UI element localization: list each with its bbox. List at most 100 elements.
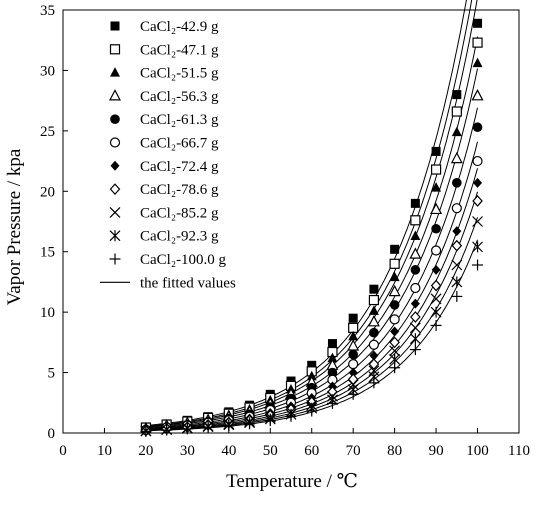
- diamond-shape: [389, 336, 400, 349]
- data-point: [348, 367, 358, 378]
- data-point: [472, 216, 483, 227]
- square-shape: [327, 339, 337, 349]
- x-tick-label: 100: [466, 443, 489, 459]
- data-point: [348, 313, 358, 323]
- triangle-shape: [472, 57, 483, 68]
- data-point: [431, 182, 442, 192]
- y-tick-label: 0: [48, 426, 56, 442]
- data-point: [472, 195, 483, 207]
- data-point: [202, 421, 214, 433]
- triangle-shape: [471, 89, 484, 101]
- diamond-shape: [473, 177, 483, 188]
- diamond-shape: [369, 350, 379, 361]
- legend-marker-2: [109, 44, 121, 55]
- x-tick-label: 90: [429, 443, 444, 459]
- data-point: [367, 315, 380, 327]
- data-point: [430, 164, 442, 175]
- data-point: [368, 358, 380, 371]
- data-point: [368, 305, 379, 315]
- data-point: [410, 282, 421, 294]
- data-point: [368, 377, 380, 389]
- data-point: [389, 362, 401, 374]
- data-point: [368, 339, 380, 350]
- data-point: [368, 294, 380, 306]
- data-point: [410, 230, 421, 241]
- data-point: [451, 290, 463, 302]
- circle-shape: [430, 245, 442, 256]
- x-tick-label: 50: [263, 443, 278, 459]
- x-tick-label: 40: [221, 443, 236, 459]
- data-point: [389, 314, 400, 325]
- square-shape: [410, 215, 421, 226]
- legend-marker-5: [110, 114, 120, 124]
- data-point: [452, 226, 462, 237]
- triangle-shape: [368, 305, 379, 315]
- circle-shape: [109, 137, 121, 148]
- diamond-shape: [110, 160, 120, 171]
- data-point: [389, 258, 400, 269]
- legend-label-6: CaCl₂-66.7 g: [140, 136, 219, 152]
- data-point: [347, 388, 359, 400]
- legend-marker-3: [110, 67, 120, 77]
- data-point: [430, 202, 443, 215]
- circle-shape: [368, 339, 380, 350]
- data-point: [326, 397, 338, 409]
- legend-label-5: CaCl₂-61.3 g: [140, 112, 219, 128]
- triangle-shape: [450, 151, 463, 164]
- plot-area-border: [62, 9, 520, 434]
- diamond-shape: [109, 183, 121, 195]
- square-shape: [389, 258, 400, 269]
- data-point: [306, 370, 317, 381]
- legend-label-2: CaCl₂-47.1 g: [140, 42, 219, 58]
- data-point: [431, 223, 441, 234]
- square-shape: [307, 360, 317, 370]
- data-point: [430, 306, 442, 318]
- triangle-shape: [409, 247, 422, 259]
- diamond-shape: [410, 311, 421, 323]
- circle-shape: [327, 367, 338, 378]
- y-tick-label: 35: [40, 3, 55, 19]
- x-stroke: [109, 206, 121, 218]
- x-tick-label: 10: [97, 443, 112, 459]
- data-point: [327, 352, 338, 363]
- legend-label-8: CaCl₂-78.6 g: [140, 182, 219, 198]
- legend-label-7: CaCl₂-72.4 g: [140, 159, 219, 175]
- x-stroke: [472, 216, 483, 227]
- square-shape: [369, 284, 379, 294]
- legend-marker-9: [109, 206, 121, 218]
- x-tick-label: 20: [138, 443, 153, 459]
- triangle-shape: [110, 67, 120, 77]
- data-point: [306, 405, 318, 417]
- x-tick-label: 70: [346, 443, 361, 459]
- legend-marker-1: [110, 21, 120, 31]
- data-point: [390, 326, 400, 337]
- data-point: [452, 178, 462, 188]
- data-point: [369, 350, 379, 361]
- legend-label-3: CaCl₂-51.5 g: [140, 66, 219, 82]
- data-point: [389, 271, 400, 282]
- circle-shape: [452, 178, 462, 188]
- data-point: [410, 215, 421, 226]
- data-point: [452, 90, 462, 100]
- data-point: [389, 345, 401, 357]
- data-point: [430, 319, 442, 331]
- data-point: [473, 18, 483, 28]
- data-point: [471, 89, 484, 101]
- legend-label-10: CaCl₂-92.3 g: [140, 229, 219, 245]
- square-shape: [473, 18, 483, 28]
- data-point: [410, 198, 420, 208]
- data-point: [369, 327, 379, 338]
- triangle-shape: [327, 352, 338, 363]
- circle-shape: [410, 265, 421, 275]
- square-shape: [451, 106, 462, 117]
- triangle-shape: [389, 271, 400, 282]
- circle-shape: [410, 282, 421, 294]
- data-point: [451, 239, 463, 252]
- legend-label-1: CaCl₂-42.9 g: [140, 19, 219, 35]
- data-point: [431, 264, 441, 275]
- data-point: [264, 415, 276, 427]
- data-point: [430, 279, 442, 292]
- y-tick-label: 15: [40, 245, 55, 261]
- circle-shape: [451, 203, 462, 214]
- x-stroke: [389, 345, 401, 357]
